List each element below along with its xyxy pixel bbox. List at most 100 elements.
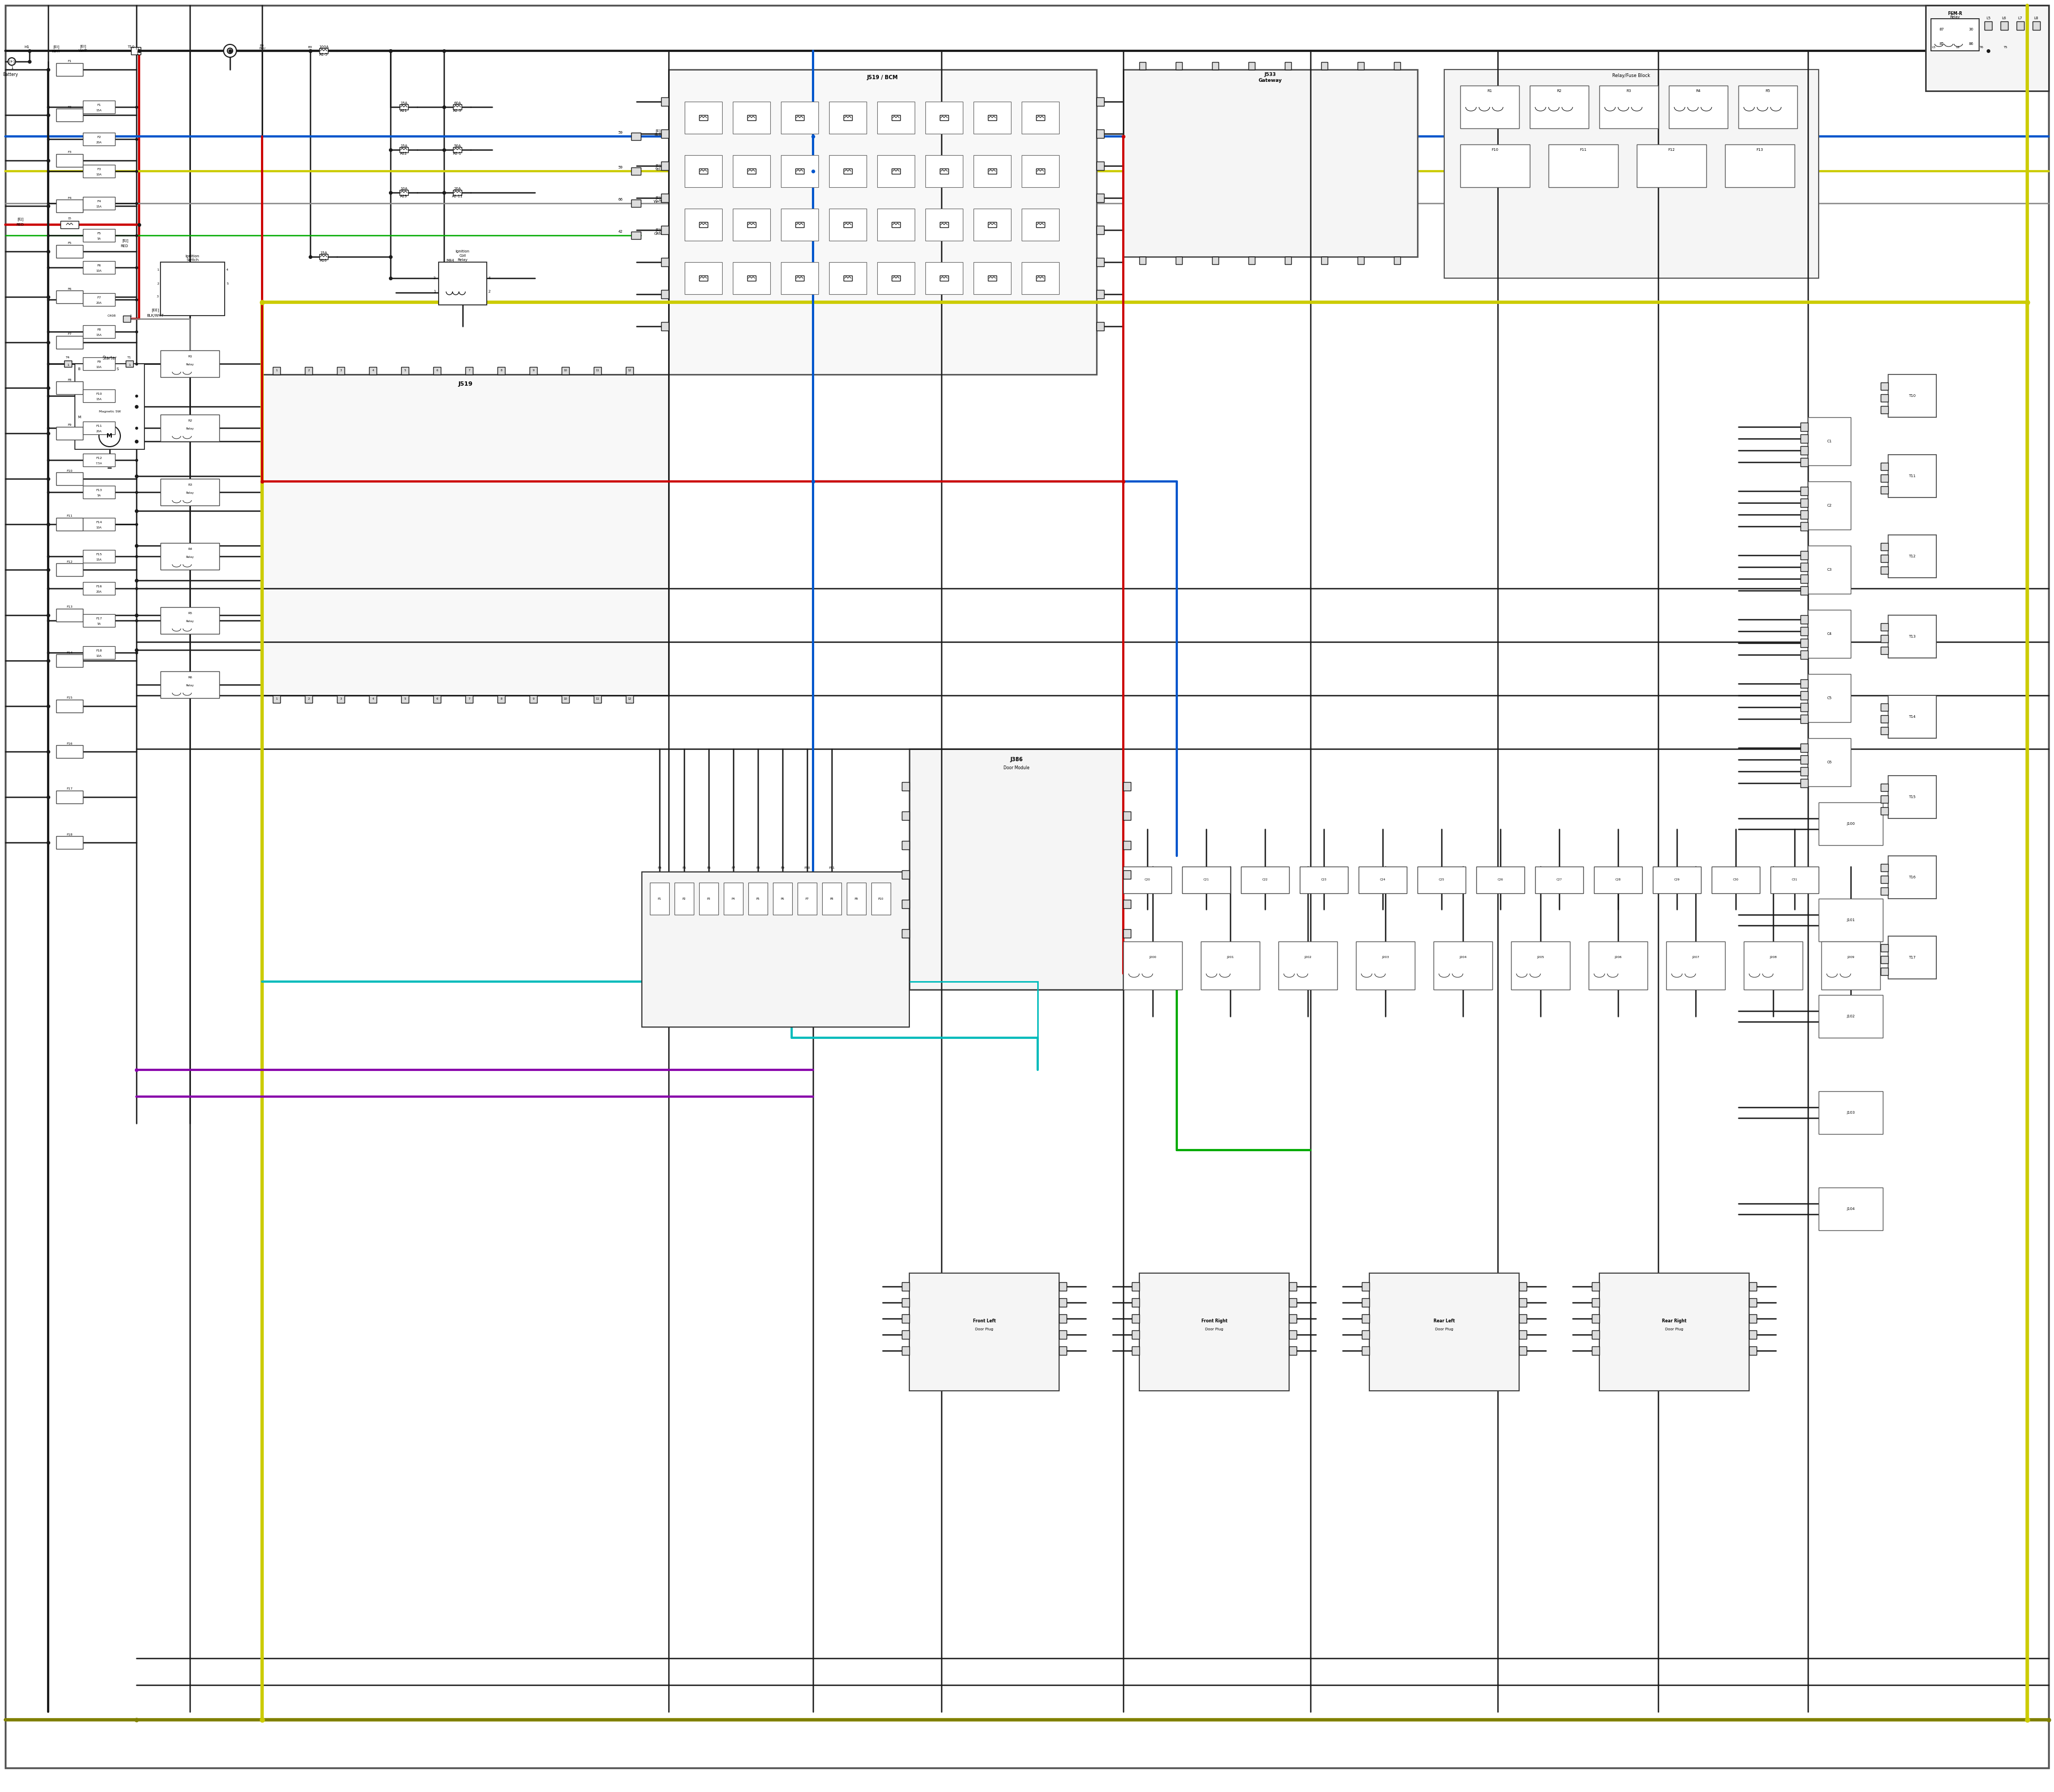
Bar — [661, 129, 670, 138]
Bar — [1600, 86, 1658, 129]
Bar — [1512, 941, 1569, 989]
Bar — [1888, 695, 1937, 738]
Bar — [55, 790, 82, 803]
Bar — [631, 231, 641, 238]
Text: L5: L5 — [1931, 47, 1935, 48]
Bar — [1801, 679, 1808, 688]
Text: T17: T17 — [1908, 955, 1916, 959]
Bar — [626, 695, 633, 702]
Bar — [822, 883, 842, 914]
Text: R5: R5 — [187, 611, 193, 615]
Bar — [1592, 1283, 1600, 1290]
Bar — [1249, 63, 1255, 70]
Bar — [1744, 941, 1803, 989]
Text: Door Plug: Door Plug — [976, 1328, 994, 1331]
Bar — [1668, 86, 1727, 129]
Bar — [891, 222, 900, 228]
Bar — [830, 208, 867, 240]
Text: A2-1: A2-1 — [454, 152, 462, 156]
Bar — [304, 695, 312, 702]
Bar — [641, 873, 910, 1027]
Bar — [1666, 941, 1725, 989]
Bar — [82, 100, 115, 113]
Bar — [795, 115, 803, 120]
Bar — [1801, 650, 1808, 659]
Bar — [1175, 63, 1183, 70]
Text: 10: 10 — [563, 369, 567, 373]
Text: B4
BLU: B4 BLU — [259, 45, 265, 50]
Bar — [1927, 5, 2048, 91]
Bar — [1808, 418, 1851, 466]
Bar — [55, 246, 82, 258]
Bar — [1818, 898, 1884, 941]
Bar — [1801, 487, 1808, 495]
Bar — [684, 262, 723, 294]
Bar — [1097, 323, 1105, 330]
Bar — [684, 102, 723, 134]
Text: P4: P4 — [657, 866, 661, 869]
Bar — [55, 473, 82, 486]
Bar — [55, 109, 82, 122]
Bar — [844, 276, 852, 281]
Text: A22: A22 — [401, 152, 407, 156]
Bar — [844, 222, 852, 228]
Text: 2: 2 — [156, 281, 158, 285]
Bar — [337, 367, 345, 375]
Bar — [661, 323, 670, 330]
Bar — [1444, 70, 1818, 278]
Text: P9: P9 — [781, 866, 785, 869]
Text: Front Left: Front Left — [974, 1319, 996, 1324]
Bar — [1362, 1283, 1370, 1290]
Text: T10: T10 — [127, 45, 136, 48]
Bar — [1594, 867, 1641, 894]
Bar — [902, 1283, 910, 1290]
Text: T10: T10 — [1908, 394, 1916, 398]
Text: 30: 30 — [1968, 29, 1974, 30]
Text: 10A: 10A — [97, 654, 103, 658]
Text: B: B — [78, 367, 80, 371]
Text: J102: J102 — [1847, 1014, 1855, 1018]
Text: 12: 12 — [629, 697, 631, 701]
Text: 2: 2 — [489, 290, 491, 294]
Bar — [698, 168, 709, 174]
Bar — [82, 486, 115, 498]
Text: 10A: 10A — [401, 186, 407, 190]
Text: J519: J519 — [458, 382, 472, 387]
Text: R1: R1 — [1487, 90, 1491, 93]
Bar — [1035, 115, 1045, 120]
Bar — [160, 351, 220, 376]
Bar — [1362, 1346, 1370, 1355]
Bar — [1881, 475, 1888, 482]
Text: T14: T14 — [1908, 715, 1916, 719]
Bar — [1097, 290, 1105, 299]
Bar — [902, 1297, 910, 1306]
Bar — [82, 197, 115, 210]
Text: C4: C4 — [1826, 633, 1832, 636]
Text: F3: F3 — [97, 168, 101, 170]
Text: R4: R4 — [187, 548, 193, 550]
Text: F2: F2 — [97, 136, 101, 138]
Bar — [131, 47, 140, 54]
Text: R6: R6 — [187, 676, 193, 679]
Text: L8: L8 — [2033, 16, 2038, 20]
Bar — [684, 156, 723, 186]
Bar — [1888, 375, 1937, 418]
Text: F12: F12 — [97, 457, 103, 459]
Bar — [661, 194, 670, 202]
Text: F9: F9 — [68, 425, 72, 426]
Bar — [1984, 22, 1992, 30]
Text: 5: 5 — [226, 281, 228, 285]
Text: 59: 59 — [618, 167, 622, 168]
Text: C20: C20 — [1144, 878, 1150, 882]
Bar — [1356, 941, 1415, 989]
Text: F17: F17 — [66, 788, 72, 790]
Bar — [1881, 944, 1888, 952]
Bar — [1881, 556, 1888, 563]
Text: J206: J206 — [1614, 957, 1623, 959]
Text: J519 / BCM: J519 / BCM — [867, 75, 898, 81]
Text: F7: F7 — [68, 333, 72, 335]
Bar — [941, 115, 949, 120]
Bar — [1417, 867, 1467, 894]
Bar — [797, 883, 817, 914]
Text: T6: T6 — [1980, 47, 1984, 48]
